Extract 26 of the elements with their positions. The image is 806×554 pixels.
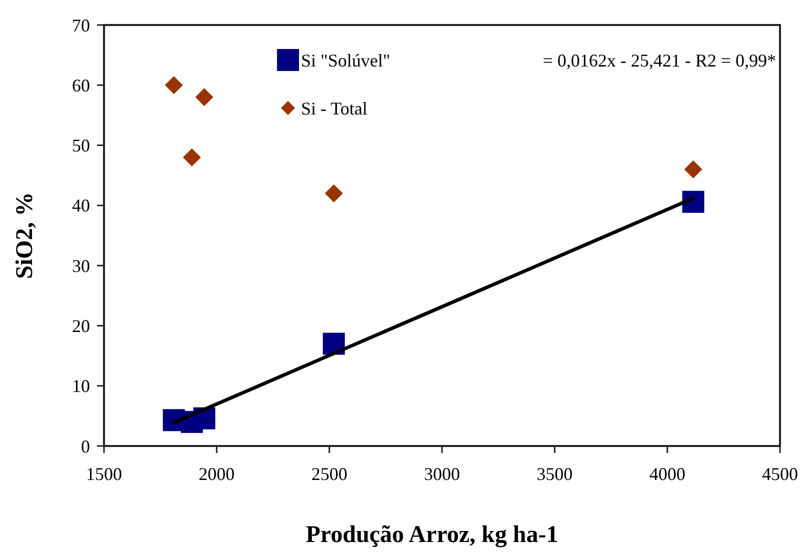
annotation: = 0,0162x - 25,421 - R2 = 0,99* [542,50,776,70]
x-tick-label: 3500 [536,464,573,484]
y-tick-label: 40 [72,196,90,216]
y-tick-label: 60 [72,75,90,96]
point [324,184,343,202]
point [682,190,704,213]
point [164,76,183,94]
y-tick-label: 20 [72,316,90,336]
y-tick-label: 10 [72,376,90,396]
x-tick-label: 4500 [762,464,798,484]
legend-label: Si "Solúvel" [301,50,390,70]
y-tick-label: 0 [81,436,90,456]
x-tick-label: 1500 [86,464,122,484]
point [182,148,201,166]
x-tick-label: 4000 [649,464,686,484]
x-tick-label: 2500 [311,464,348,484]
point [195,88,214,106]
x-tick-label: 2000 [198,464,235,484]
x-tick-label: 3000 [424,464,460,484]
point [684,160,702,178]
y-axis-title: SiO2, % [12,192,38,279]
y-tick-label: 70 [72,15,90,36]
y-tick-label: 50 [72,136,90,156]
x-axis-title: Produção Arroz, kg ha-1 [306,522,558,548]
y-tick-label: 30 [72,256,90,276]
legend-label: Si - Total [301,98,368,118]
